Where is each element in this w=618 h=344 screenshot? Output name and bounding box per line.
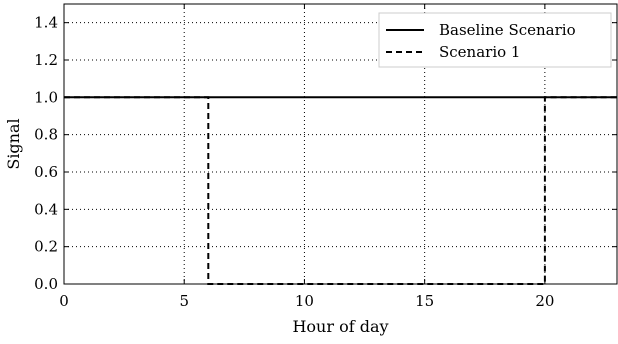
y-axis-label: Signal <box>4 118 23 169</box>
x-tick-label: 0 <box>59 292 69 310</box>
y-tick-label: 1.4 <box>34 14 58 32</box>
y-tick-label: 0.2 <box>34 238 58 256</box>
y-tick-label: 0.8 <box>34 126 58 144</box>
series-line-scenario-1 <box>64 96 617 285</box>
tick-layer: 0 5 10 15 20 0.0 0.2 0.4 0.6 0.8 1.0 1.2 1.4 <box>34 4 617 310</box>
x-tick-label: 10 <box>295 292 314 310</box>
y-tick-label: 0.6 <box>34 163 58 181</box>
x-tick-label: 5 <box>179 292 189 310</box>
y-tick-label: 1.2 <box>34 51 58 69</box>
y-tick-label: 0.4 <box>34 200 58 218</box>
legend: Baseline Scenario Scenario 1 <box>378 12 612 68</box>
y-tick-label: 1.0 <box>34 88 58 106</box>
x-tick-label: 20 <box>535 292 554 310</box>
legend-box <box>378 12 612 68</box>
y-tick-label: 0.0 <box>34 275 58 293</box>
series-layer <box>64 96 617 285</box>
plot-frame <box>63 3 618 285</box>
x-tick-label: 15 <box>415 292 434 310</box>
legend-label-scenario-1: Scenario 1 <box>439 43 520 61</box>
legend-label-baseline: Baseline Scenario <box>439 21 576 39</box>
x-axis-label: Hour of day <box>292 317 388 336</box>
